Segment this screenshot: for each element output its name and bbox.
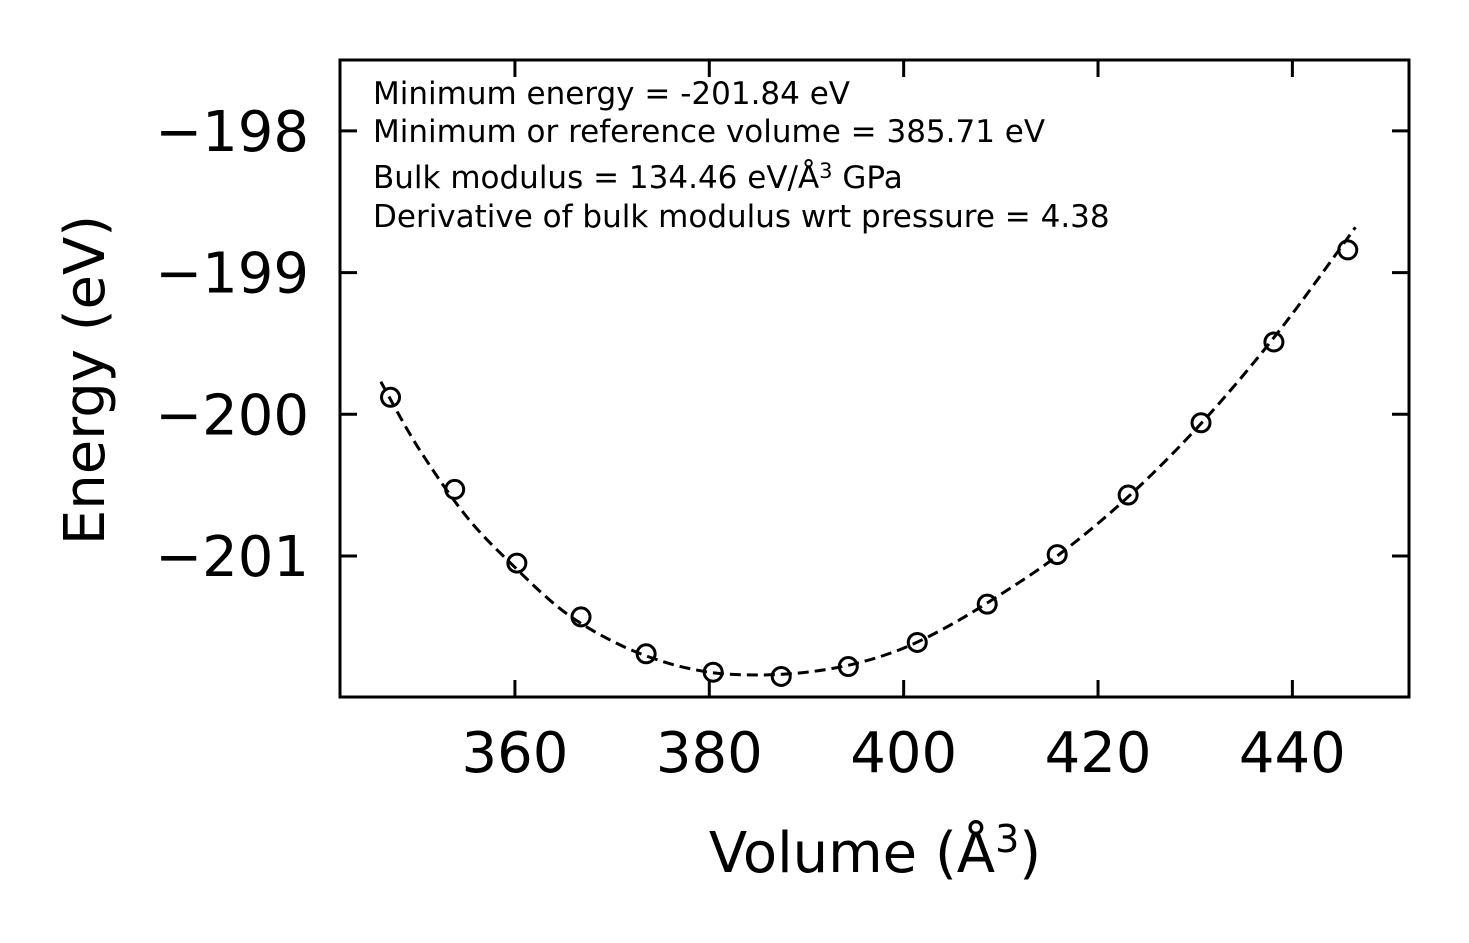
x-tick-label: 380 (656, 721, 763, 786)
y-axis-label: Energy (eV) (53, 215, 118, 545)
ticks-layer (340, 60, 1409, 697)
data-point (1190, 412, 1212, 434)
x-tick-label: 420 (1045, 721, 1152, 786)
data-point (770, 665, 792, 687)
x-axis-label: Volume (Å3) (709, 817, 1041, 886)
x-tick-label: 400 (850, 721, 957, 786)
x-axis-label-main: Volume (Å (709, 820, 995, 886)
x-tick-label: 360 (461, 721, 568, 786)
data-point (837, 656, 859, 678)
annotation-bulk-derivative: Derivative of bulk modulus wrt pressure … (373, 199, 1110, 235)
y-tick-label: −201 (155, 525, 309, 590)
data-point (635, 643, 657, 665)
data-point (444, 478, 466, 500)
data-point (906, 631, 928, 653)
annotation-bulk-modulus-main: Bulk modulus = 134.46 eV/Å (373, 160, 819, 196)
data-point (1117, 484, 1139, 506)
annotation-min-energy: Minimum energy = -201.84 eV (373, 76, 850, 112)
data-point (1046, 544, 1068, 566)
data-point (506, 552, 528, 574)
annotation-bulk-modulus-sup: 3 (819, 159, 832, 183)
tick-labels-layer: 360 380 400 420 440 −198 −199 −200 −201 (155, 100, 1346, 786)
y-tick-label: −199 (155, 242, 309, 307)
x-axis-label-close: ) (1019, 821, 1041, 886)
annotation-min-volume: Minimum or reference volume = 385.71 eV (373, 114, 1045, 150)
data-point (702, 661, 724, 683)
data-point (976, 593, 998, 615)
annotation-bulk-modulus-unit: GPa (833, 160, 903, 196)
data-point (570, 606, 592, 628)
y-tick-label: −198 (155, 100, 309, 165)
x-tick-label: 440 (1239, 721, 1346, 786)
y-tick-label: −200 (155, 383, 309, 448)
data-markers-layer (380, 239, 1359, 687)
fit-curve (379, 226, 1357, 677)
x-axis-label-sup: 3 (995, 817, 1019, 861)
plot-frame (338, 58, 1411, 699)
annotation-bulk-modulus: Bulk modulus = 134.46 eV/Å3 GPa (373, 159, 903, 196)
data-point (1263, 331, 1285, 353)
data-point (1337, 239, 1359, 261)
data-point (380, 386, 402, 408)
